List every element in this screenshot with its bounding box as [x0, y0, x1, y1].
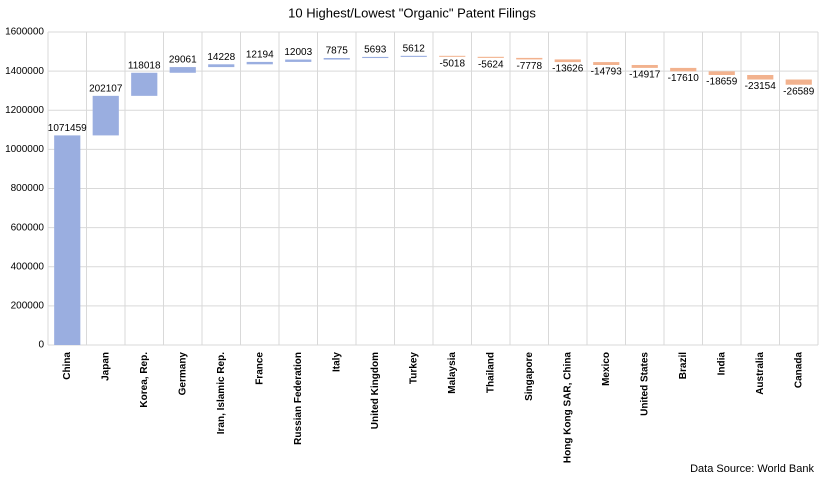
data-label: -5018: [439, 58, 465, 69]
bar: [285, 59, 312, 62]
x-tick-label: United Kingdom: [370, 352, 381, 429]
x-tick-label: Korea, Rep.: [139, 352, 150, 408]
bar: [439, 55, 466, 57]
bar: [631, 64, 658, 68]
x-tick-label: Iran, Islamic Rep.: [216, 352, 227, 434]
x-tick-label: Malaysia: [447, 352, 458, 394]
data-label: 202107: [89, 83, 123, 94]
y-tick-label: 1400000: [5, 66, 44, 77]
source-note: Data Source: World Bank: [690, 463, 814, 475]
data-label: 1071459: [48, 123, 87, 134]
x-tick-label: Russian Federation: [293, 352, 304, 445]
data-label: -14917: [629, 70, 661, 81]
x-tick-label: Japan: [100, 352, 111, 381]
x-tick-label: Brazil: [678, 352, 689, 379]
x-tick-label: Canada: [793, 352, 804, 389]
y-tick-label: 800000: [11, 183, 45, 194]
bar: [169, 67, 196, 73]
y-tick-label: 200000: [11, 301, 45, 312]
data-label: 12194: [246, 50, 274, 61]
x-tick-label: Italy: [331, 352, 342, 372]
bar: [516, 57, 543, 60]
bar: [208, 64, 235, 68]
data-label: -5624: [478, 60, 504, 71]
data-label: -18659: [706, 77, 738, 88]
data-label: -17610: [668, 73, 700, 84]
x-tick-label: Hong Kong SAR, China: [562, 352, 573, 464]
data-label: 29061: [169, 55, 197, 66]
bar: [747, 74, 774, 80]
data-label: -7778: [516, 61, 542, 72]
data-label: 12003: [284, 47, 312, 58]
bar: [131, 72, 158, 96]
chart-title: 10 Highest/Lowest "Organic" Patent Filin…: [288, 5, 536, 20]
x-tick-label: Germany: [177, 352, 188, 396]
bar: [362, 56, 389, 59]
x-tick-label: United States: [639, 352, 650, 416]
x-tick-label: Australia: [755, 352, 766, 395]
bar: [246, 61, 273, 65]
bar: [593, 62, 620, 65]
bar: [54, 135, 81, 345]
y-tick-label: 600000: [11, 222, 45, 233]
bar: [400, 55, 427, 57]
bar: [92, 95, 119, 136]
bar: [708, 71, 735, 75]
data-label: -14793: [591, 67, 623, 78]
x-tick-label: Thailand: [485, 352, 496, 393]
data-label: 14228: [207, 52, 235, 63]
bar: [670, 67, 697, 72]
data-label: 118018: [128, 60, 161, 71]
y-tick-label: 400000: [11, 261, 45, 272]
data-label: -13626: [552, 64, 584, 75]
bar: [323, 58, 350, 60]
x-tick-label: China: [62, 352, 73, 380]
bar: [785, 79, 812, 85]
bar: [554, 59, 581, 63]
data-label: -26589: [783, 86, 815, 97]
x-tick-label: France: [254, 352, 265, 385]
y-tick-label: 1000000: [5, 144, 44, 155]
x-tick-label: India: [716, 352, 727, 376]
y-tick-label: 1600000: [5, 27, 44, 38]
bar: [477, 56, 504, 58]
y-tick-label: 1200000: [5, 105, 44, 116]
x-tick-label: Turkey: [408, 352, 419, 384]
data-label: -23154: [745, 81, 777, 92]
data-label: 7875: [326, 46, 349, 57]
y-tick-label: 0: [38, 340, 44, 351]
data-label: 5612: [403, 43, 426, 54]
x-tick-label: Singapore: [524, 352, 535, 401]
x-tick-label: Mexico: [601, 352, 612, 386]
data-label: 5693: [364, 45, 387, 56]
